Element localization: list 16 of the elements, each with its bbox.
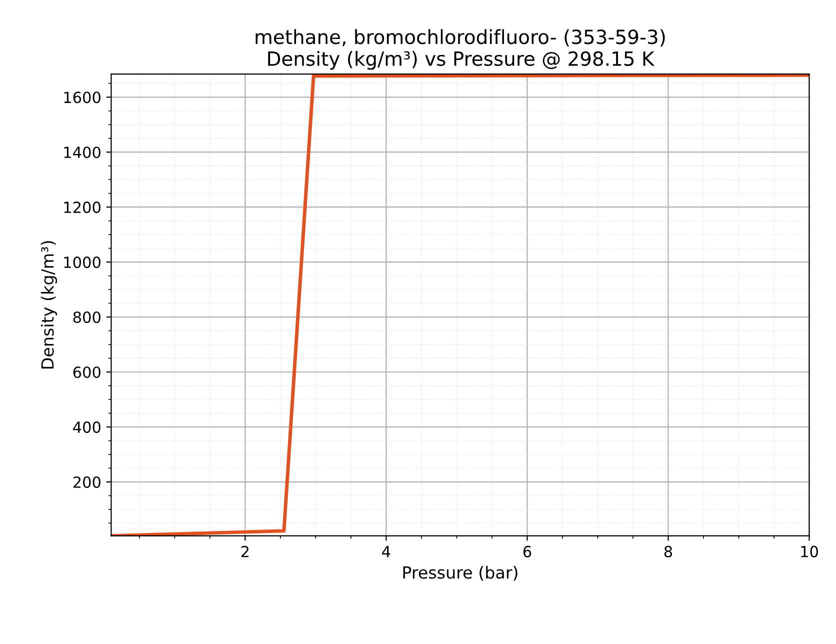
x-tick-label: 2 <box>241 546 248 558</box>
x-tick-label: 10 <box>801 546 818 558</box>
y-tick-label: 1200 <box>64 202 100 214</box>
y-tick-label: 1400 <box>64 146 100 158</box>
y-tick-label: 1000 <box>64 256 100 268</box>
x-tick-label: 6 <box>523 546 532 558</box>
y-tick-label: 200 <box>73 476 100 488</box>
y-tick-label: 400 <box>73 421 100 433</box>
y-axis-title: Density (kg/m³) <box>40 241 58 369</box>
x-axis-title: Pressure (bar) <box>403 566 518 581</box>
y-tick-label: 1600 <box>64 92 100 104</box>
chart-title: methane, bromochlorodifluoro- (353-59-3) Density (kg/m³) vs Pressure @ 298.15 K <box>256 29 665 70</box>
y-tick-label: 600 <box>73 366 100 378</box>
x-tick-label: 4 <box>382 546 390 558</box>
x-tick-label: 8 <box>664 546 672 558</box>
y-tick-label: 800 <box>73 311 100 324</box>
